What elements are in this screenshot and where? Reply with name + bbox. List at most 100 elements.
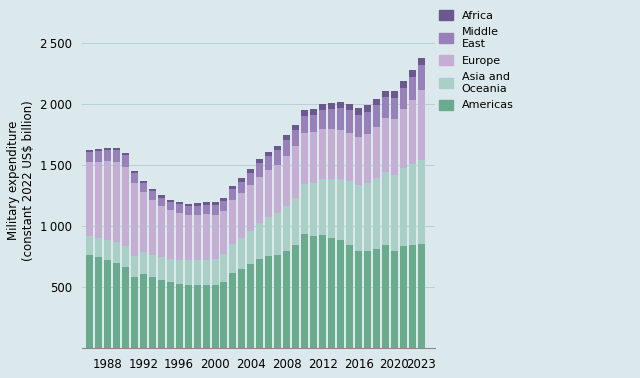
- Bar: [391, 91, 398, 98]
- Bar: [409, 77, 416, 100]
- Bar: [364, 183, 371, 251]
- Y-axis label: Military expenditure
(constant 2022 US$ billion): Military expenditure (constant 2022 US$ …: [7, 100, 35, 261]
- Bar: [418, 58, 425, 65]
- Bar: [175, 204, 182, 213]
- Bar: [284, 156, 291, 206]
- Bar: [284, 135, 291, 140]
- Bar: [355, 185, 362, 251]
- Bar: [292, 130, 300, 146]
- Bar: [140, 274, 147, 349]
- Bar: [382, 97, 389, 118]
- Bar: [166, 259, 173, 282]
- Bar: [95, 238, 102, 257]
- Bar: [391, 251, 398, 349]
- Bar: [157, 257, 164, 280]
- Bar: [257, 223, 264, 259]
- Bar: [346, 245, 353, 349]
- Bar: [319, 179, 326, 235]
- Bar: [257, 177, 264, 223]
- Bar: [257, 160, 264, 163]
- Bar: [292, 146, 300, 198]
- Bar: [95, 162, 102, 238]
- Bar: [310, 115, 317, 132]
- Bar: [166, 200, 173, 202]
- Bar: [221, 254, 227, 282]
- Bar: [175, 213, 182, 260]
- Bar: [239, 193, 246, 238]
- Bar: [157, 198, 164, 206]
- Bar: [230, 186, 236, 189]
- Bar: [319, 104, 326, 110]
- Bar: [418, 65, 425, 90]
- Bar: [104, 161, 111, 240]
- Bar: [337, 102, 344, 108]
- Bar: [355, 115, 362, 138]
- Bar: [373, 248, 380, 349]
- Bar: [166, 202, 173, 210]
- Bar: [221, 282, 227, 349]
- Bar: [409, 245, 416, 349]
- Bar: [148, 277, 156, 349]
- Bar: [212, 202, 218, 205]
- Bar: [373, 105, 380, 127]
- Bar: [230, 200, 236, 244]
- Bar: [418, 90, 425, 160]
- Bar: [248, 231, 255, 263]
- Bar: [202, 285, 209, 349]
- Bar: [301, 234, 308, 349]
- Bar: [86, 152, 93, 162]
- Bar: [364, 105, 371, 112]
- Bar: [328, 237, 335, 349]
- Bar: [140, 253, 147, 274]
- Bar: [266, 170, 273, 217]
- Bar: [328, 109, 335, 129]
- Bar: [122, 246, 129, 267]
- Bar: [104, 260, 111, 349]
- Bar: [193, 203, 200, 206]
- Bar: [382, 91, 389, 97]
- Bar: [346, 133, 353, 181]
- Bar: [86, 255, 93, 349]
- Bar: [239, 269, 246, 349]
- Bar: [284, 206, 291, 251]
- Bar: [131, 171, 138, 173]
- Bar: [310, 132, 317, 183]
- Bar: [184, 215, 191, 260]
- Bar: [157, 206, 164, 257]
- Bar: [328, 103, 335, 109]
- Bar: [355, 108, 362, 115]
- Bar: [391, 175, 398, 251]
- Bar: [275, 146, 282, 150]
- Bar: [319, 129, 326, 179]
- Bar: [301, 184, 308, 234]
- Legend: Africa, Middle
East, Europe, Asia and
Oceania, Americas: Africa, Middle East, Europe, Asia and Oc…: [435, 6, 518, 115]
- Bar: [184, 206, 191, 215]
- Bar: [266, 156, 273, 170]
- Bar: [346, 104, 353, 110]
- Bar: [382, 172, 389, 245]
- Bar: [193, 206, 200, 215]
- Bar: [301, 110, 308, 116]
- Bar: [175, 202, 182, 204]
- Bar: [166, 210, 173, 259]
- Bar: [337, 179, 344, 240]
- Bar: [328, 129, 335, 179]
- Bar: [212, 259, 218, 285]
- Bar: [266, 256, 273, 349]
- Bar: [373, 127, 380, 178]
- Bar: [131, 277, 138, 349]
- Bar: [275, 255, 282, 349]
- Bar: [113, 242, 120, 263]
- Bar: [319, 235, 326, 349]
- Bar: [310, 109, 317, 115]
- Bar: [257, 163, 264, 177]
- Bar: [122, 155, 129, 167]
- Bar: [202, 214, 209, 260]
- Bar: [400, 246, 407, 349]
- Bar: [382, 245, 389, 349]
- Bar: [104, 240, 111, 260]
- Bar: [148, 189, 156, 191]
- Bar: [292, 124, 300, 130]
- Bar: [364, 133, 371, 183]
- Bar: [275, 150, 282, 165]
